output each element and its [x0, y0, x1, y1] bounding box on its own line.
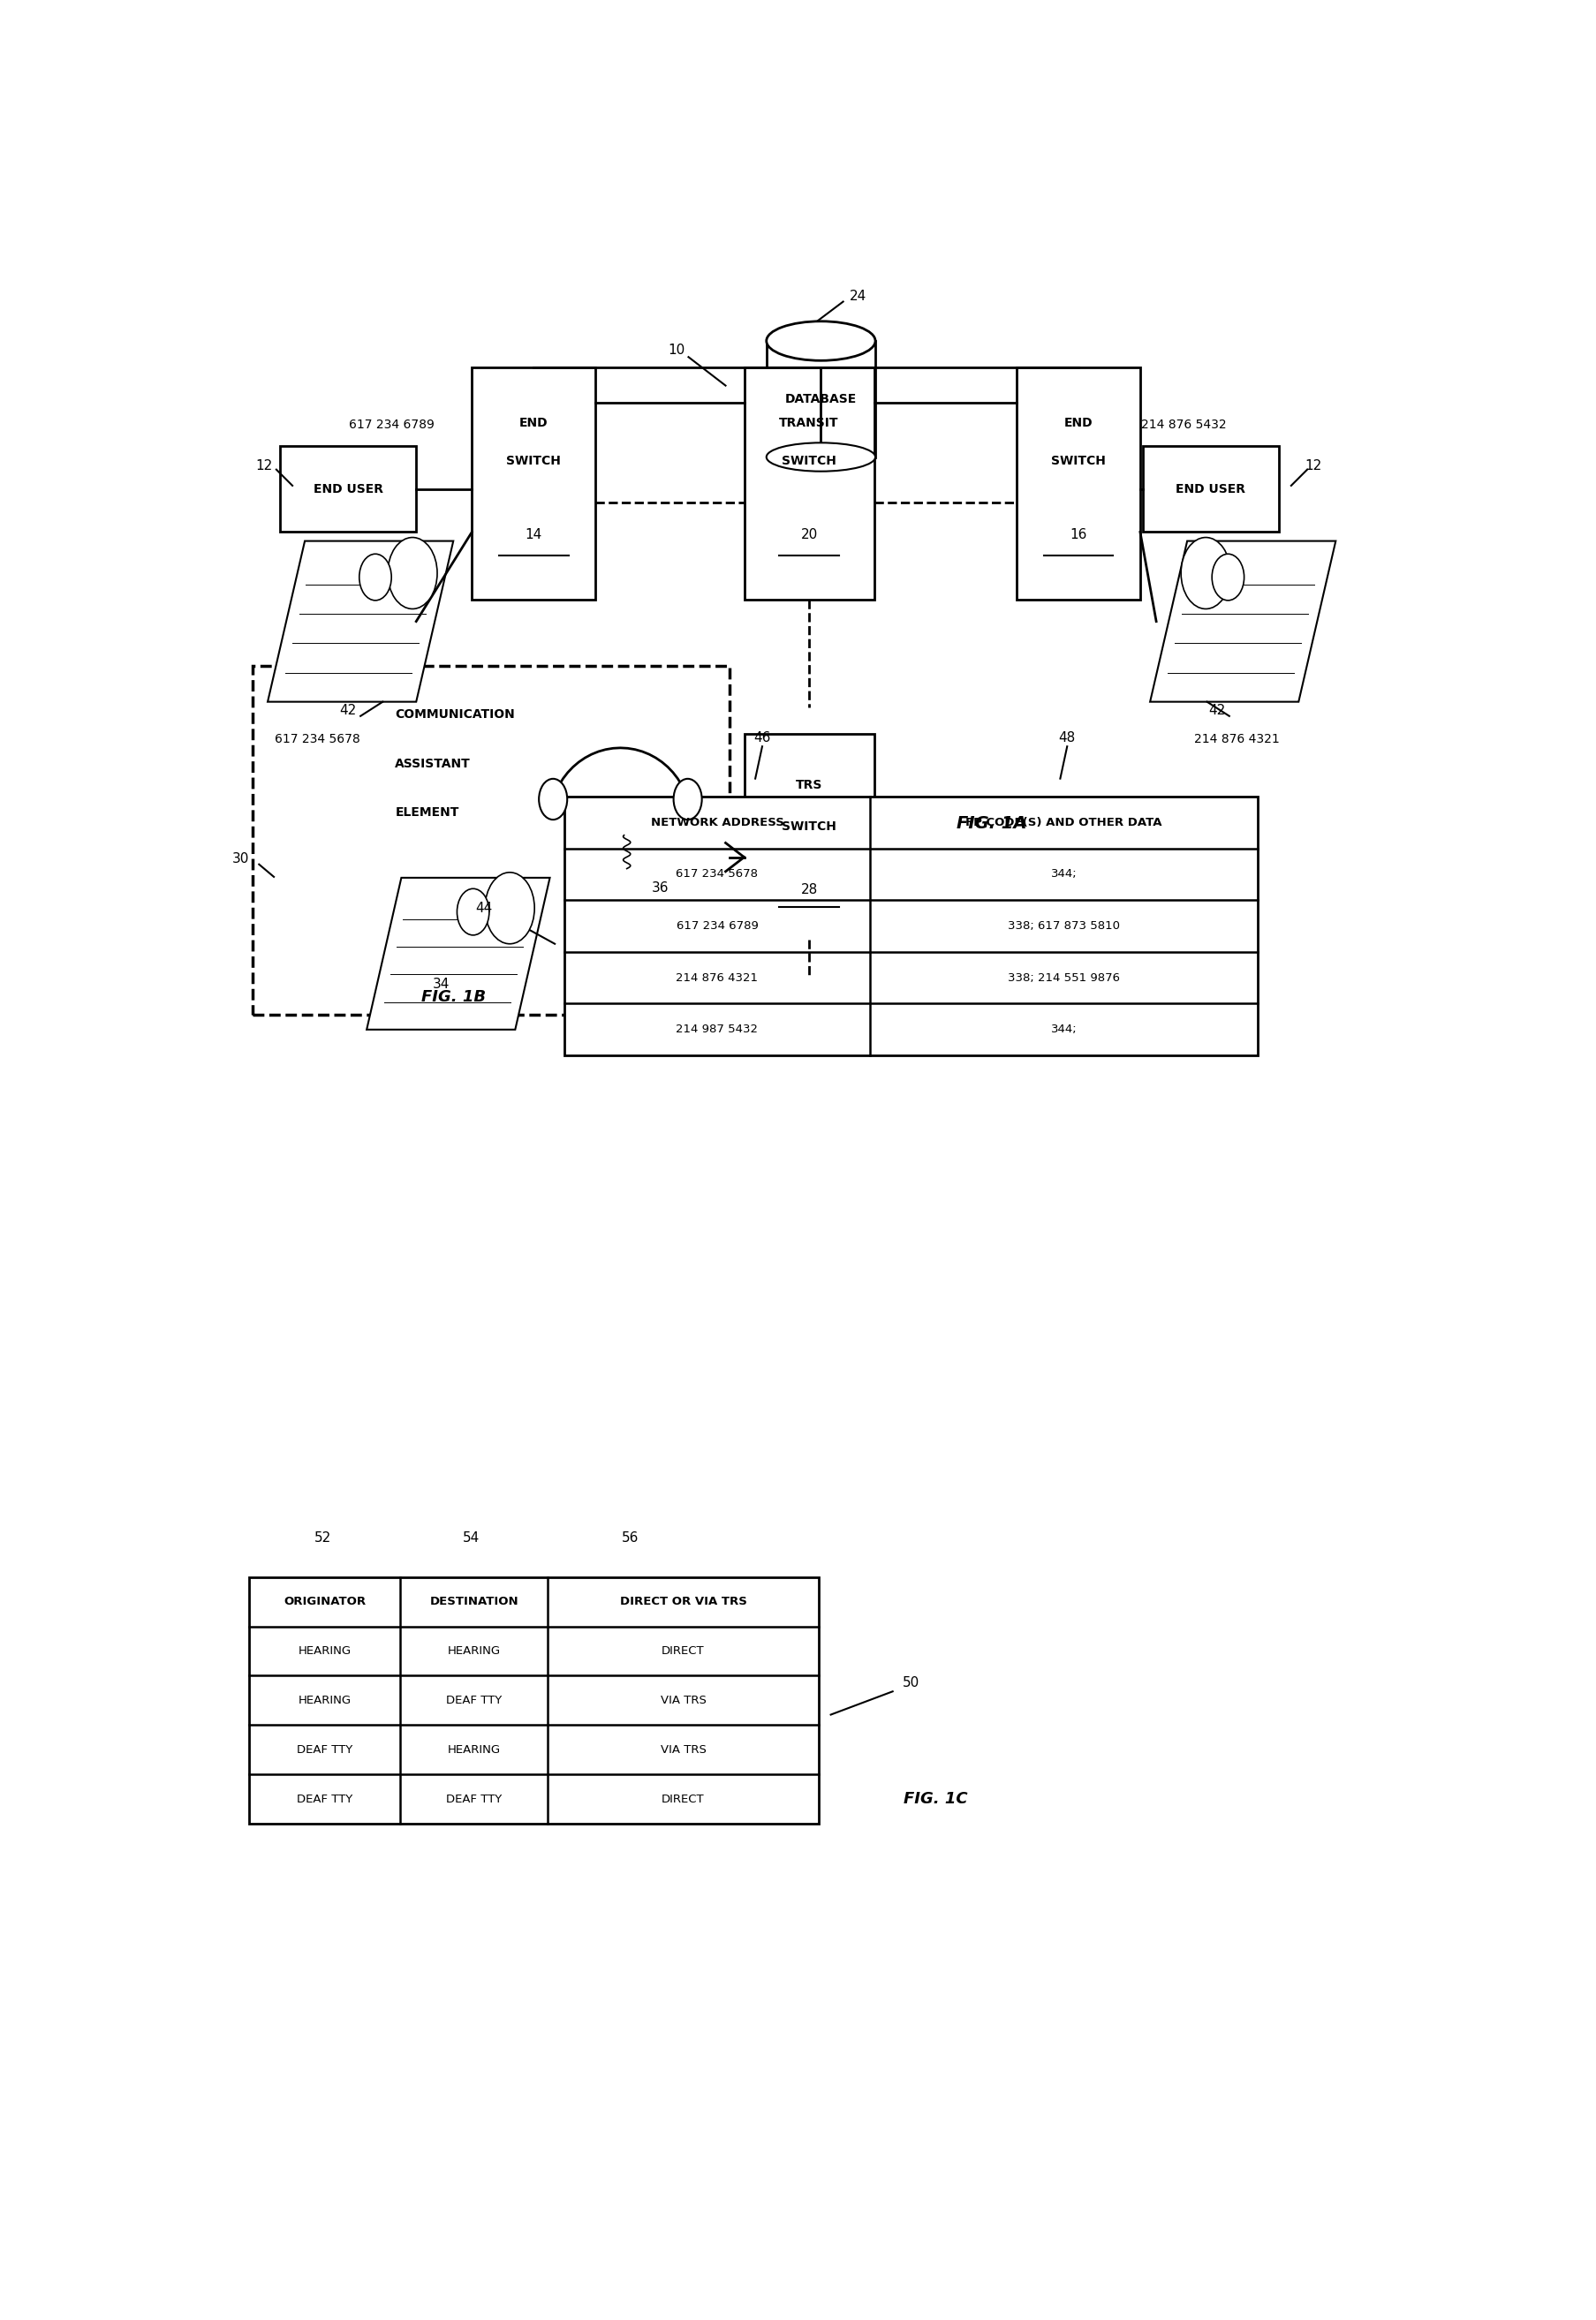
Text: 344;: 344;: [1050, 868, 1076, 879]
Text: DEAF TTY: DEAF TTY: [445, 1793, 501, 1805]
Text: 214 987 5432: 214 987 5432: [675, 1023, 758, 1035]
Text: DEAF TTY: DEAF TTY: [445, 1694, 501, 1705]
Text: VIA TRS: VIA TRS: [659, 1694, 705, 1705]
Text: SWITCH: SWITCH: [1050, 455, 1104, 466]
Text: DEAF TTY: DEAF TTY: [297, 1745, 353, 1756]
Text: 617 234 6789: 617 234 6789: [675, 921, 758, 933]
Text: 44: 44: [476, 902, 493, 914]
Text: 617 234 5678: 617 234 5678: [675, 868, 758, 879]
Text: FIG. 1B: FIG. 1B: [421, 988, 485, 1005]
Text: 48: 48: [1058, 731, 1076, 745]
Text: 54: 54: [463, 1531, 479, 1545]
Text: 12: 12: [1304, 459, 1321, 473]
FancyBboxPatch shape: [279, 445, 417, 531]
Text: ORIGINATOR: ORIGINATOR: [282, 1596, 365, 1608]
Text: COMMUNICATION: COMMUNICATION: [394, 708, 516, 722]
Text: 344;: 344;: [1050, 1023, 1076, 1035]
Circle shape: [485, 872, 535, 944]
Circle shape: [1211, 554, 1243, 601]
Text: DIRECT: DIRECT: [661, 1645, 704, 1656]
Circle shape: [388, 538, 437, 608]
FancyBboxPatch shape: [744, 733, 873, 940]
Text: 56: 56: [621, 1531, 638, 1545]
Text: 214 876 5432: 214 876 5432: [1140, 418, 1226, 432]
Text: 34: 34: [433, 977, 448, 991]
Polygon shape: [1149, 541, 1334, 701]
Text: 42: 42: [1208, 703, 1224, 717]
FancyBboxPatch shape: [249, 1578, 819, 1824]
Text: HEARING: HEARING: [298, 1694, 351, 1705]
Text: ELEMENT: ELEMENT: [394, 805, 458, 819]
Text: 214 876 4321: 214 876 4321: [675, 972, 758, 984]
Text: 14: 14: [525, 529, 543, 541]
FancyBboxPatch shape: [766, 341, 875, 457]
Text: 214 876 4321: 214 876 4321: [1194, 733, 1278, 745]
Text: 30: 30: [231, 851, 249, 865]
Text: 28: 28: [800, 884, 817, 898]
Text: 338; 214 551 9876: 338; 214 551 9876: [1007, 972, 1119, 984]
Text: TRS: TRS: [795, 780, 822, 791]
Text: 52: 52: [314, 1531, 332, 1545]
Text: 46: 46: [753, 731, 771, 745]
Text: SWITCH: SWITCH: [782, 821, 836, 833]
Ellipse shape: [766, 320, 875, 360]
Circle shape: [538, 780, 567, 819]
Text: NETWORK ADDRESS: NETWORK ADDRESS: [650, 817, 784, 828]
Text: END: END: [519, 418, 547, 429]
FancyBboxPatch shape: [1017, 367, 1140, 601]
Text: HEARING: HEARING: [298, 1645, 351, 1656]
Circle shape: [1181, 538, 1231, 608]
Text: 20: 20: [800, 529, 817, 541]
FancyBboxPatch shape: [1143, 445, 1278, 531]
Text: DATABASE: DATABASE: [785, 392, 857, 406]
Polygon shape: [268, 541, 453, 701]
Text: DEAF TTY: DEAF TTY: [297, 1793, 353, 1805]
Text: 338; 617 873 5810: 338; 617 873 5810: [1007, 921, 1119, 933]
Text: TRANSIT: TRANSIT: [779, 418, 838, 429]
Ellipse shape: [766, 443, 875, 471]
Text: 42: 42: [340, 703, 356, 717]
Text: 50: 50: [902, 1675, 919, 1689]
Text: FIG. 1A: FIG. 1A: [956, 814, 1026, 831]
Polygon shape: [367, 877, 549, 1030]
Text: SWITCH: SWITCH: [506, 455, 560, 466]
FancyBboxPatch shape: [565, 796, 1258, 1056]
Circle shape: [359, 554, 391, 601]
Text: DIRECT OR VIA TRS: DIRECT OR VIA TRS: [619, 1596, 747, 1608]
Text: 10: 10: [667, 343, 685, 357]
Circle shape: [674, 780, 702, 819]
Text: SWITCH: SWITCH: [782, 455, 836, 466]
Text: END USER: END USER: [313, 483, 383, 496]
Text: ASSISTANT: ASSISTANT: [394, 756, 471, 770]
Text: DIRECT: DIRECT: [661, 1793, 704, 1805]
Text: FP CODE(S) AND OTHER DATA: FP CODE(S) AND OTHER DATA: [966, 817, 1162, 828]
Text: FIG. 1C: FIG. 1C: [903, 1791, 967, 1807]
Text: DESTINATION: DESTINATION: [429, 1596, 519, 1608]
Text: 617 234 5678: 617 234 5678: [275, 733, 359, 745]
Text: HEARING: HEARING: [447, 1745, 500, 1756]
Text: 16: 16: [1069, 529, 1087, 541]
Text: END: END: [1063, 418, 1092, 429]
Text: 12: 12: [255, 459, 273, 473]
FancyBboxPatch shape: [472, 367, 595, 601]
Circle shape: [456, 889, 488, 935]
FancyBboxPatch shape: [252, 666, 729, 1014]
Text: HEARING: HEARING: [447, 1645, 500, 1656]
FancyBboxPatch shape: [744, 367, 873, 601]
Text: VIA TRS: VIA TRS: [659, 1745, 705, 1756]
Text: 36: 36: [651, 882, 669, 893]
Text: 617 234 6789: 617 234 6789: [348, 418, 434, 432]
Text: END USER: END USER: [1175, 483, 1245, 496]
Ellipse shape: [766, 320, 875, 360]
Text: 24: 24: [849, 290, 867, 304]
